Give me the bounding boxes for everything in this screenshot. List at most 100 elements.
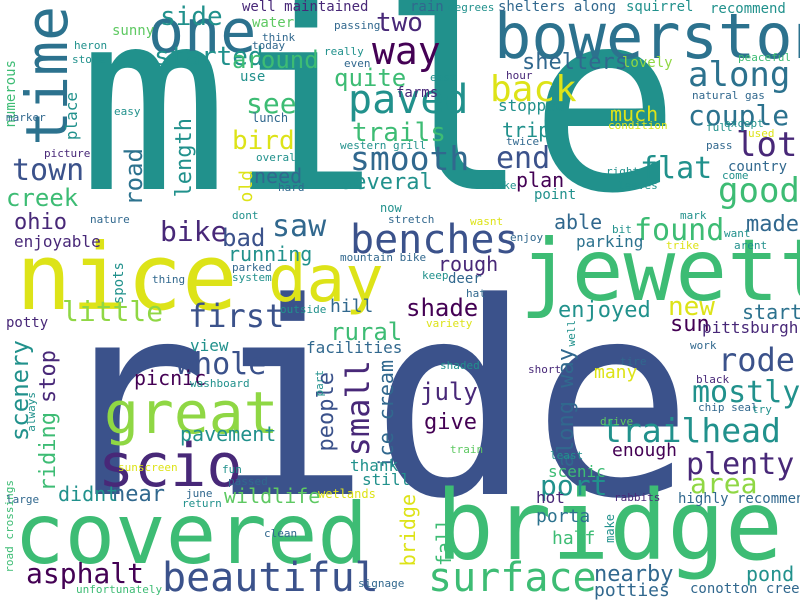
word-bad: bad	[222, 224, 266, 252]
word-now: now	[380, 201, 402, 215]
word-found: found	[634, 213, 725, 248]
word-parking: parking	[576, 232, 644, 251]
word-really: really	[324, 45, 364, 58]
word-surface: surface	[428, 555, 597, 600]
word-leaves: leaves	[618, 179, 658, 192]
word-porta: porta	[536, 506, 591, 527]
word-plan: plan	[516, 168, 565, 192]
word-plenty: plenty	[686, 447, 795, 482]
word-tire: tire	[620, 355, 647, 368]
word-point: point	[534, 187, 577, 203]
word-whole: whole	[176, 347, 267, 382]
word-along: along	[688, 55, 791, 95]
word-return: return	[182, 497, 222, 510]
word-arent: arent	[734, 239, 768, 252]
word-work: work	[690, 339, 717, 352]
word-good: good	[718, 171, 800, 211]
word-new: new	[668, 292, 715, 322]
word-start: start	[742, 300, 800, 324]
word-mark: mark	[680, 209, 707, 222]
word-rural: rural	[330, 318, 403, 346]
word-rabbits: rabbits	[614, 491, 661, 504]
word-spots: spots	[111, 262, 127, 305]
word-least: least	[550, 449, 584, 462]
word-one: one	[148, 0, 257, 67]
word-way: way	[372, 29, 441, 73]
word-length: length	[172, 118, 197, 198]
word-mountain-bike: mountain bike	[340, 251, 427, 264]
word-several: several	[340, 170, 433, 195]
word-quite: quite	[334, 64, 407, 92]
word-sunscreen: sunscreen	[118, 461, 178, 474]
word-train: train	[450, 443, 484, 456]
word-trails: trails	[352, 118, 446, 148]
word-ohio: ohio	[14, 210, 67, 235]
word-wetlands: wetlands	[318, 487, 376, 501]
word-stopped: stopped	[498, 96, 566, 115]
word-trailhead: trailhead	[602, 411, 781, 450]
word-first: first	[188, 297, 285, 335]
word-want: want	[724, 227, 751, 240]
word-two: two	[376, 8, 423, 38]
word-always: always	[25, 392, 38, 432]
word-outside: outside	[280, 303, 327, 316]
word-use: use	[240, 69, 266, 85]
word-conotton-creek: conotton creek	[690, 581, 800, 597]
word-bit: bit	[612, 223, 632, 236]
word-clean: clean	[264, 527, 298, 540]
word-enjoy: enjoy	[510, 231, 544, 244]
word-lovely: lovely	[622, 55, 673, 71]
word-smooth: smooth	[350, 139, 470, 178]
word-town: town	[12, 153, 85, 188]
word-rough: rough	[438, 252, 499, 276]
word-scenic: scenic	[548, 462, 606, 481]
word-take: take	[490, 179, 517, 192]
word-come: come	[722, 169, 749, 182]
word-near: near	[112, 482, 165, 507]
word-paved: paved	[348, 77, 469, 123]
word-make: make	[603, 514, 617, 543]
word-nearby: nearby	[594, 562, 674, 587]
word-farms: farms	[396, 85, 439, 101]
word-covered: covered	[14, 485, 369, 583]
word-road: road	[120, 148, 148, 206]
word-squirrel: squirrel	[626, 0, 694, 15]
word-short: short	[528, 363, 562, 376]
word-mostly: mostly	[692, 375, 800, 410]
word-overall: overall	[256, 151, 303, 164]
word-small: small	[339, 360, 377, 457]
word-parked: parked	[232, 261, 272, 274]
word-july: july	[420, 378, 478, 406]
word-signage: signage	[358, 577, 405, 590]
word-bridge: bridge	[436, 470, 783, 582]
word-bridge-small: bridge	[396, 494, 420, 567]
word-benches: benches	[350, 217, 519, 263]
word-system: system	[232, 271, 272, 284]
word-washboard: washboard	[190, 377, 250, 390]
word-sun: sun	[670, 312, 710, 337]
word-peaceful: peaceful	[738, 51, 791, 64]
word-pavement: pavement	[180, 422, 277, 446]
word-full: full	[706, 121, 733, 134]
word-sunny: sunny	[112, 23, 155, 39]
word-rain: rain	[410, 0, 444, 15]
word-enough: enough	[612, 440, 678, 461]
word-back: back	[490, 69, 577, 110]
word-pond: pond	[746, 562, 795, 586]
word-enjoyable: enjoyable	[14, 232, 101, 251]
word-didnt: didnt	[58, 482, 119, 506]
word-couple: couple	[688, 99, 790, 132]
word-right: right	[606, 165, 640, 178]
word-place: place	[62, 92, 81, 141]
word-view: view	[190, 336, 229, 355]
word-riding: riding	[36, 412, 61, 492]
word-ride: ride	[48, 246, 694, 558]
word-country: country	[728, 159, 788, 175]
word-fall: fall	[432, 518, 456, 567]
word-easy: easy	[114, 105, 141, 118]
word-dont: dont	[232, 209, 259, 222]
word-bowerston: bowerston	[494, 0, 800, 73]
word-asphalt: asphalt	[26, 557, 145, 590]
word-old: old	[236, 170, 257, 203]
word-variety: variety	[426, 317, 473, 330]
